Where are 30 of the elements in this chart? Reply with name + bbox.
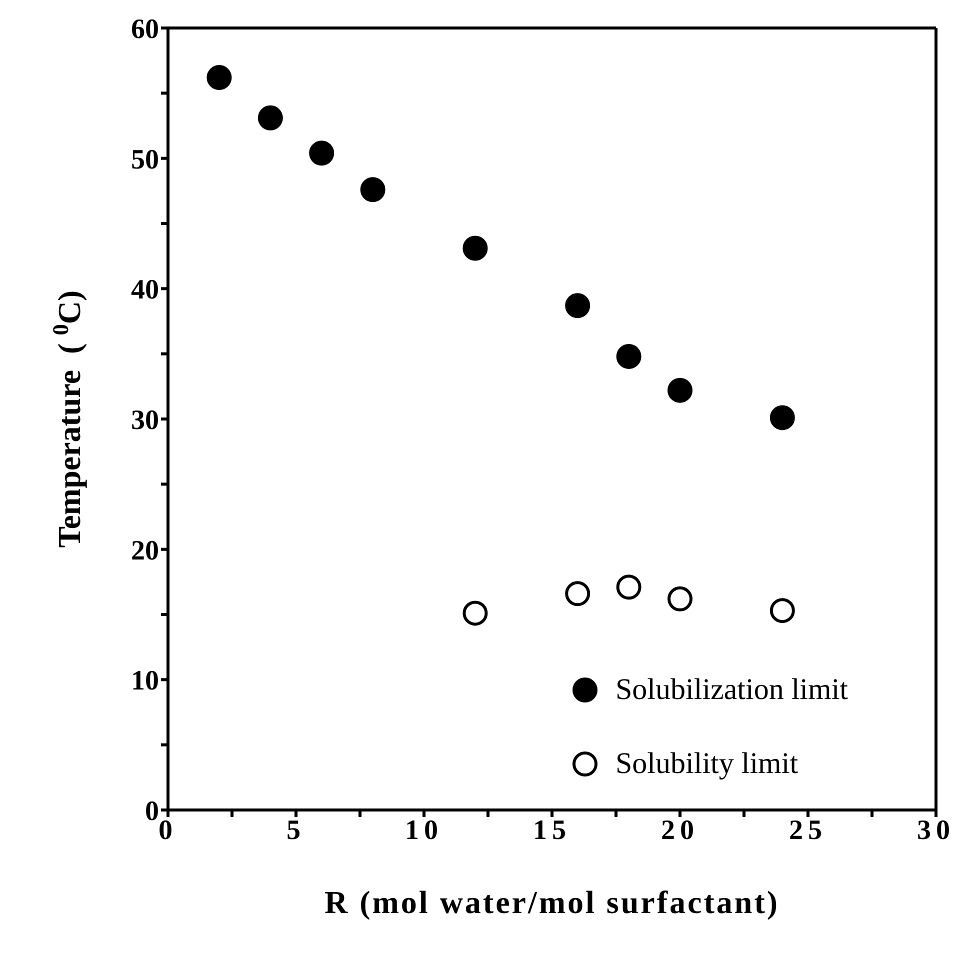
x-tick-label: 30	[917, 814, 955, 846]
x-axis-title: R (mol water/mol surfactant)	[324, 884, 780, 920]
point	[565, 293, 590, 318]
point	[258, 105, 283, 130]
point	[309, 140, 334, 166]
y-tick-label: 40	[131, 274, 159, 306]
legend-label: Solubilization limit	[616, 673, 848, 707]
legend-label: Solubility limit	[616, 747, 798, 781]
point	[360, 177, 386, 202]
point	[770, 405, 795, 430]
point	[668, 586, 692, 612]
point	[616, 344, 642, 369]
point	[770, 598, 795, 624]
point	[462, 236, 488, 261]
x-tick-label: 25	[789, 814, 827, 846]
x-tick-label: 5	[286, 814, 306, 846]
point	[462, 600, 488, 626]
y-tick-label: 0	[145, 796, 159, 827]
y-tick-label: 10	[131, 666, 159, 697]
y-tick-label: 30	[131, 404, 159, 436]
point	[616, 574, 642, 600]
x-tick-label: 10	[405, 814, 443, 846]
y-tick-label: 50	[131, 144, 159, 176]
point	[565, 581, 590, 606]
point	[206, 65, 232, 90]
y-tick-label: 60	[131, 14, 159, 45]
y-tick-label: 20	[131, 535, 159, 566]
point	[668, 378, 692, 403]
x-tick-label: 20	[661, 814, 699, 846]
x-tick-label: 15	[533, 814, 571, 846]
